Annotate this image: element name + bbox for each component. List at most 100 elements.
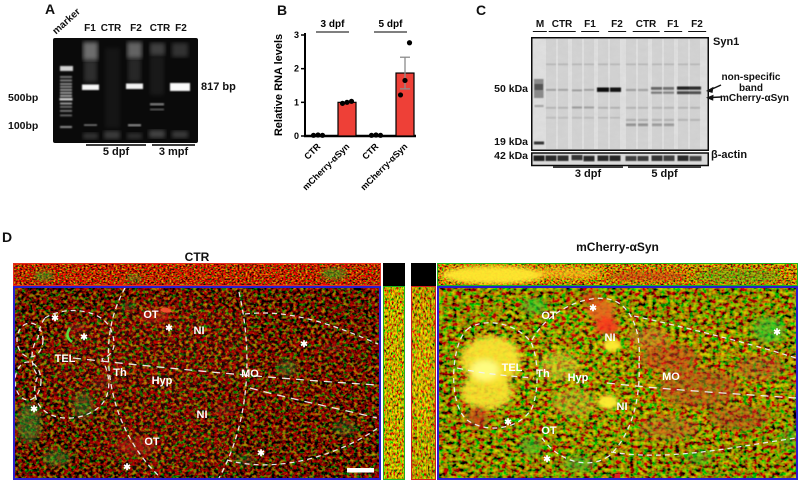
micrograph-left-title: CTR: [184, 250, 210, 264]
region-label-ot-bottom: OT: [541, 425, 557, 437]
blot-lane-m: M: [532, 19, 548, 32]
svg-text:✱: ✱: [300, 339, 308, 349]
region-labels: OT NI TEL Th Hyp MO NI OT: [55, 309, 260, 448]
svg-text:✱: ✱: [51, 313, 59, 323]
gel-lane-ctr1: [104, 48, 120, 139]
svg-text:✱: ✱: [773, 327, 781, 337]
region-label-hyp: Hyp: [568, 372, 589, 384]
mcherry-orthogonal-top-view: [437, 263, 798, 286]
gel-group-line-3mpf: [152, 144, 195, 146]
svg-text:✱: ✱: [123, 462, 131, 472]
asterisk-markers: ✱ ✱ ✱ ✱: [504, 303, 781, 464]
ctr-orthogonal-side-view: [383, 286, 405, 480]
brain-region-outlines: [453, 297, 796, 464]
blot-group-line-3dpf: [553, 166, 623, 168]
region-label-ni-top: NI: [194, 325, 205, 337]
gel-lane-label-marker: marker: [50, 6, 83, 38]
ctr-corner-spacer: [383, 263, 405, 286]
annotation-mcherry: mCherry-αSyn: [720, 93, 789, 104]
mw-50kda: 50 kDa: [494, 83, 528, 95]
region-label-tel: TEL: [55, 353, 76, 365]
gel-mw-100bp: 100bp: [8, 120, 39, 132]
gel-group-5dpf: 5 dpf: [102, 146, 130, 158]
region-label-hyp: Hyp: [152, 375, 173, 387]
region-label-ni-bottom: NI: [617, 401, 628, 413]
blot-lane-f1-3: F1: [581, 19, 599, 32]
annotation-nonspecific-line1: non-specific: [721, 72, 781, 83]
region-label-ni-top: NI: [605, 332, 616, 344]
svg-text:✱: ✱: [80, 332, 88, 342]
gel-lane-label-ctr2: CTR: [149, 23, 171, 34]
green-curl-feature: [66, 327, 73, 343]
bottom-red-mark: [615, 474, 620, 478]
blot-lane-f2-3: F2: [608, 19, 626, 32]
gel-group-3mpf: 3 mpf: [158, 146, 189, 158]
gel-mw-500bp: 500bp: [8, 92, 39, 104]
gel-image: [53, 38, 198, 143]
gel-band-size-label: 817 bp: [201, 81, 236, 93]
mw-19kda: 19 kDa: [494, 136, 528, 148]
svg-text:✱: ✱: [504, 417, 512, 427]
blot-lane-ctr3: CTR: [548, 19, 576, 32]
yellow-clusters: [461, 336, 596, 417]
svg-text:3 dpf: 3 dpf: [321, 19, 346, 30]
gel-lane-f2: [126, 42, 143, 139]
region-label-ni-bottom: NI: [197, 409, 208, 421]
region-label-th: Th: [536, 368, 550, 380]
ctr-micrograph: OT NI TEL Th Hyp MO NI OT ✱ ✱ ✱ ✱ ✱ ✱ ✱: [13, 286, 381, 480]
blot-group-5dpf: 5 dpf: [651, 168, 678, 180]
region-label-ot-bottom: OT: [144, 436, 160, 448]
ni-bright-spots: [598, 339, 621, 409]
svg-text:Relative RNA levels: Relative RNA levels: [273, 34, 285, 136]
mw-42kda: 42 kDa: [494, 150, 528, 162]
svg-text:0: 0: [294, 131, 299, 141]
region-label-tel: TEL: [502, 362, 523, 374]
svg-text:✱: ✱: [30, 404, 38, 414]
western-blot: [531, 37, 709, 167]
region-label-mo: MO: [241, 368, 259, 380]
gel-lane-label-f2b: F2: [175, 23, 187, 34]
green-clusters: [519, 298, 796, 471]
red-clusters: [465, 292, 784, 440]
svg-text:CTR: CTR: [360, 141, 381, 162]
ctr-orthogonal-top-view: [13, 263, 381, 286]
gel-group-line-5dpf: [86, 144, 146, 146]
panel-a-label: A: [45, 1, 56, 17]
gel-lane-label-ctr: CTR: [100, 23, 122, 34]
svg-text:✱: ✱: [257, 448, 265, 458]
blot-group-line-5dpf: [628, 166, 701, 168]
gel-lane-label-f1: F1: [84, 23, 96, 34]
blot-lane-f1-5: F1: [664, 19, 682, 32]
annotation-arrows-icon: [706, 84, 722, 101]
mcherry-orthogonal-side-view: [411, 286, 436, 480]
blot-lane-f2-5: F2: [688, 19, 706, 32]
bright-red-feature: [160, 307, 172, 313]
gel-lane-f2b: [170, 43, 190, 138]
gel-lane-ctr2: [149, 43, 165, 138]
blot-group-3dpf: 3 dpf: [574, 168, 602, 180]
region-labels: OT NI TEL Th Hyp MO NI OT: [502, 310, 681, 437]
brain-region-outlines: [15, 288, 379, 478]
svg-text:✱: ✱: [589, 303, 597, 313]
svg-text:5 dpf: 5 dpf: [379, 19, 404, 30]
region-label-mo: MO: [662, 371, 680, 383]
asterisk-markers: ✱ ✱ ✱ ✱ ✱ ✱ ✱: [30, 313, 308, 472]
panel-b-label: B: [277, 2, 288, 18]
red-clusters: [67, 309, 343, 455]
region-label-ot-top: OT: [541, 310, 557, 322]
annotation-nonspecific: non-specific band: [714, 72, 788, 94]
panel-c-label: C: [476, 2, 487, 18]
blot-title: Syn1: [713, 36, 740, 48]
svg-text:✱: ✱: [165, 323, 173, 333]
svg-text:3: 3: [294, 30, 299, 40]
gel-lane-f1: [82, 42, 99, 139]
gel-lane-label-f2: F2: [130, 23, 142, 34]
annotation-nonspecific-line2: band: [739, 83, 763, 94]
micrograph-right-title: mCherry-αSyn: [576, 240, 659, 254]
green-clusters: [17, 301, 357, 466]
region-label-ot-top: OT: [143, 309, 159, 321]
scale-bar: [347, 468, 374, 473]
gel-ladder: [59, 66, 73, 128]
